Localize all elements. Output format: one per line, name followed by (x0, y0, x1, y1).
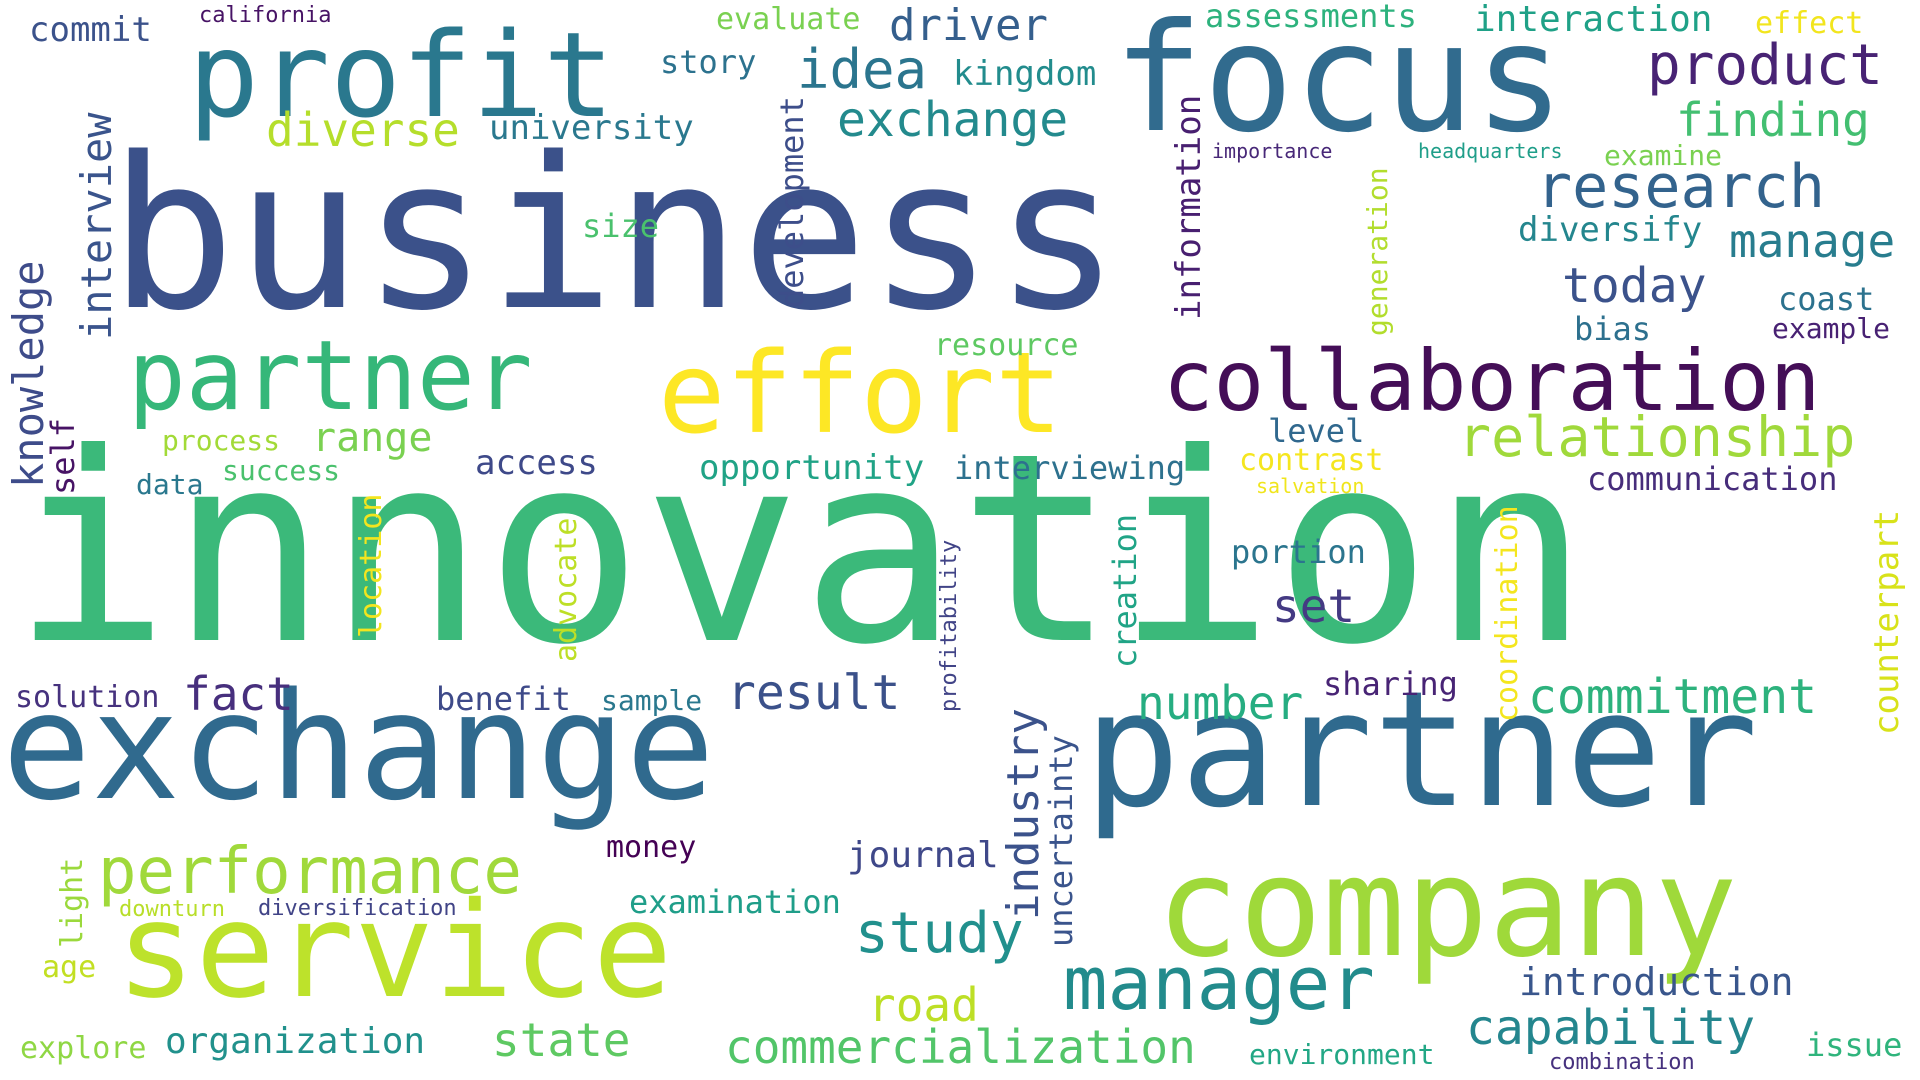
word-today: today (1562, 258, 1707, 314)
word-age: age (42, 950, 97, 985)
word-manager: manager (1063, 941, 1375, 1027)
word-success: success (222, 454, 341, 487)
word-benefit: benefit (436, 680, 571, 718)
word-california: california (199, 3, 332, 28)
word-issue: issue (1806, 1026, 1903, 1064)
word-downturn: downturn (119, 897, 225, 922)
word-coordination: coordination (1490, 505, 1525, 722)
word-opportunity: opportunity (699, 448, 925, 488)
word-diverse: diverse (266, 103, 460, 157)
word-uncertainty: uncertainty (1042, 735, 1080, 947)
word-effort: effort (658, 329, 1063, 459)
word-effect: effect (1755, 6, 1864, 41)
word-driver: driver (889, 0, 1048, 51)
word-contrast: contrast (1239, 443, 1384, 478)
word-assessments: assessments (1205, 0, 1417, 35)
word-generation: generation (1361, 167, 1394, 336)
word-development: development (773, 96, 811, 308)
word-state: state (492, 1013, 631, 1067)
word-profit: profit (188, 6, 615, 144)
word-diversification: diversification (258, 896, 457, 921)
word-research: research (1536, 152, 1825, 222)
word-number: number (1137, 676, 1304, 730)
word-relationship: relationship (1458, 405, 1856, 469)
word-information: information (1169, 94, 1209, 320)
word-explore: explore (20, 1031, 147, 1066)
word-importance: importance (1212, 139, 1333, 163)
word-commitment: commitment (1528, 669, 1817, 725)
word-business: business (109, 112, 1121, 357)
word-headquarters: headquarters (1418, 139, 1563, 163)
word-partner-large: partner (1084, 656, 1759, 843)
word-partner-medium: partner (128, 320, 533, 432)
word-industry: industry (998, 708, 1049, 920)
word-counterpart: counterpart (1867, 509, 1907, 735)
word-product: product (1647, 33, 1884, 98)
word-finding: finding (1676, 93, 1870, 147)
word-process: process (162, 424, 281, 457)
word-environment: environment (1249, 1038, 1435, 1071)
word-service: service (116, 874, 673, 1028)
word-bias: bias (1574, 310, 1652, 348)
word-creation: creation (1106, 513, 1144, 668)
word-communication: communication (1587, 460, 1838, 498)
word-exchange-small: exchange (837, 92, 1069, 148)
word-combination: combination (1549, 1050, 1695, 1075)
word-examine: examine (1604, 139, 1723, 172)
word-examination: examination (629, 883, 841, 921)
word-interviewing: interviewing (954, 449, 1186, 487)
word-light: light (55, 857, 90, 948)
word-self: self (44, 417, 82, 495)
word-money: money (606, 830, 697, 865)
word-interview: interview (72, 112, 121, 340)
word-idea: idea (797, 38, 928, 101)
word-evaluate: evaluate (716, 2, 861, 37)
word-salvation: salvation (1256, 474, 1365, 498)
word-fact: fact (183, 667, 294, 721)
word-result: result (727, 665, 901, 721)
word-set: set (1272, 579, 1356, 633)
word-diversify: diversify (1518, 210, 1703, 250)
word-university: university (489, 108, 694, 148)
word-organization: organization (165, 1021, 426, 1062)
word-advocate: advocate (549, 517, 584, 663)
word-interaction: interaction (1474, 0, 1713, 40)
word-manage: manage (1729, 214, 1896, 268)
word-location: location (354, 493, 389, 639)
word-kingdom: kingdom (953, 54, 1097, 94)
word-collaboration: collaboration (1163, 332, 1821, 430)
word-range: range (312, 415, 433, 461)
word-resource: resource (934, 328, 1079, 363)
word-sample: sample (601, 684, 703, 717)
word-coast: coast (1778, 280, 1875, 318)
word-commit: commit (29, 10, 152, 50)
word-story: story (660, 43, 757, 81)
word-data: data (136, 468, 204, 501)
word-solution: solution (15, 680, 160, 715)
word-access: access (475, 443, 598, 483)
word-portion: portion (1231, 533, 1366, 571)
word-capability: capability (1466, 1000, 1755, 1056)
word-performance: performance (98, 835, 522, 909)
word-introduction: introduction (1519, 960, 1794, 1004)
word-journal: journal (847, 835, 999, 876)
word-exchange-large: exchange (2, 661, 715, 833)
word-innovation: innovation (12, 397, 1590, 702)
word-sharing: sharing (1323, 665, 1458, 703)
word-commercialization: commercialization (725, 1020, 1196, 1074)
word-road: road (868, 978, 979, 1032)
word-example: example (1772, 312, 1891, 345)
word-size: size (582, 207, 660, 245)
word-level: level (1268, 412, 1365, 450)
word-study: study (855, 901, 1024, 966)
word-company: company (1156, 827, 1738, 988)
word-profitability: profitability (937, 539, 962, 712)
word-focus: focus (1113, 0, 1565, 166)
